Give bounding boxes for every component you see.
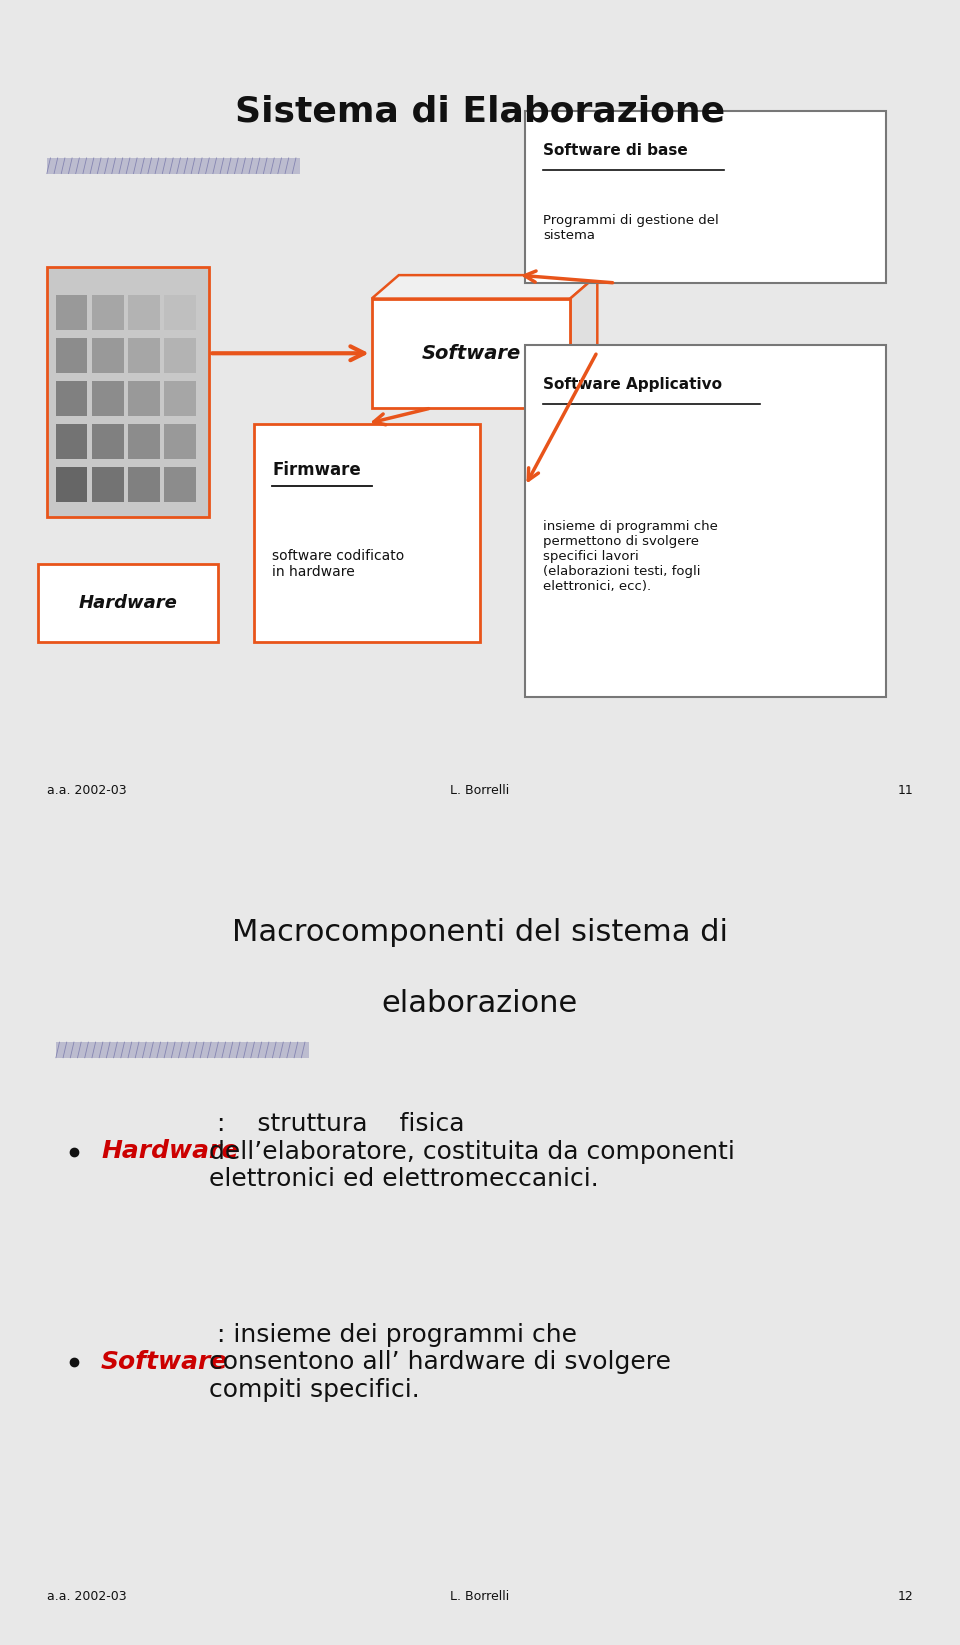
Bar [92, 467, 124, 502]
Text: Software Applicativo: Software Applicativo [543, 377, 722, 392]
Text: :    struttura    fisica
dell’elaboratore, costituita da componenti
elettronici : : struttura fisica dell’elaboratore, cos… [209, 1112, 735, 1191]
Text: Hardware: Hardware [79, 594, 178, 612]
Text: software codificato
in hardware: software codificato in hardware [273, 549, 405, 579]
Text: Software di base: Software di base [543, 143, 688, 158]
Bar [56, 1043, 308, 1058]
Bar [128, 467, 159, 502]
Text: a.a. 2002-03: a.a. 2002-03 [47, 1591, 127, 1604]
Bar [56, 467, 87, 502]
Bar [128, 294, 159, 329]
Bar [164, 467, 196, 502]
Bar [164, 423, 196, 459]
Polygon shape [570, 275, 597, 408]
Text: Sistema di Elaborazione: Sistema di Elaborazione [235, 94, 725, 128]
Bar [92, 337, 124, 373]
Bar [164, 337, 196, 373]
Bar [56, 423, 87, 459]
Bar [92, 380, 124, 416]
Text: elaborazione: elaborazione [382, 989, 578, 1018]
Text: a.a. 2002-03: a.a. 2002-03 [47, 785, 127, 798]
Bar [128, 423, 159, 459]
Text: L. Borrelli: L. Borrelli [450, 785, 510, 798]
Text: : insieme dei programmi che
consentono all’ hardware di svolgere
compiti specifi: : insieme dei programmi che consentono a… [209, 1323, 671, 1402]
Text: Hardware: Hardware [101, 1140, 238, 1163]
Text: Software: Software [421, 344, 520, 364]
Text: Programmi di gestione del
sistema: Programmi di gestione del sistema [543, 214, 719, 242]
Bar [37, 564, 218, 642]
Bar [525, 112, 886, 283]
Bar [47, 158, 300, 174]
Bar [164, 380, 196, 416]
Bar [128, 380, 159, 416]
Text: L. Borrelli: L. Borrelli [450, 1591, 510, 1604]
Bar [164, 294, 196, 329]
Text: Firmware: Firmware [273, 462, 361, 479]
Bar [92, 423, 124, 459]
Text: 11: 11 [898, 785, 913, 798]
Bar [254, 423, 480, 642]
Text: 12: 12 [898, 1591, 913, 1604]
Bar [525, 345, 886, 697]
Text: insieme di programmi che
permettono di svolgere
specifici lavori
(elaborazioni t: insieme di programmi che permettono di s… [543, 520, 718, 592]
Bar [128, 337, 159, 373]
Bar [56, 380, 87, 416]
Bar [56, 294, 87, 329]
Polygon shape [372, 275, 597, 299]
Bar [372, 299, 570, 408]
Bar [56, 337, 87, 373]
Bar [47, 266, 209, 517]
Text: Software: Software [101, 1351, 228, 1375]
Text: Macrocomponenti del sistema di: Macrocomponenti del sistema di [232, 918, 728, 948]
Bar [92, 294, 124, 329]
